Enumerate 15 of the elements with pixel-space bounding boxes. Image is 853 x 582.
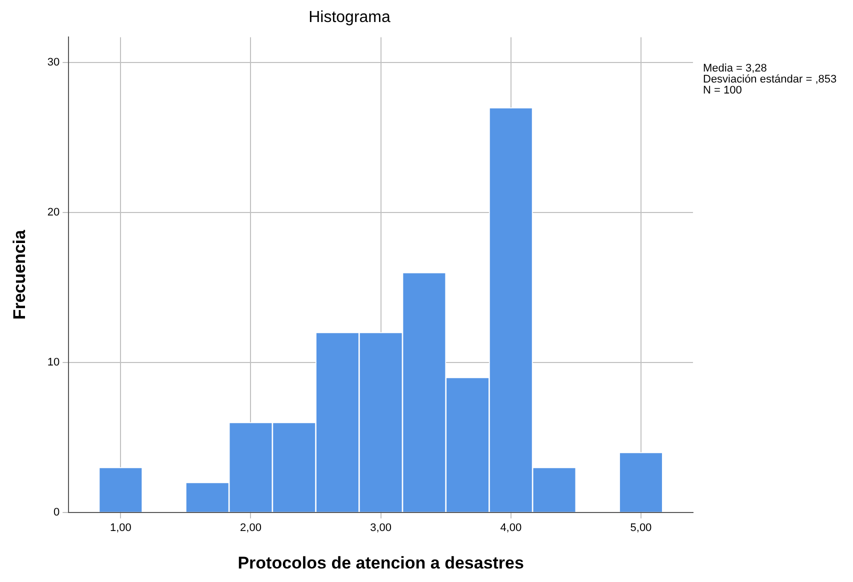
y-tick-label: 20 — [47, 206, 60, 219]
x-tick-label: 4,00 — [500, 522, 522, 534]
text: N = 100 — [703, 84, 742, 97]
text: Media = 3,28 — [703, 62, 767, 75]
x-tick-label: 2,00 — [240, 522, 262, 534]
text: Desviación estándar = ,853 — [703, 74, 837, 86]
x-tick-label: 3,00 — [370, 522, 392, 534]
y-tick-label: 10 — [47, 356, 60, 369]
y-tick-label: 0 — [54, 506, 60, 518]
x-axis-title: Protocolos de atencion a desastres — [238, 553, 524, 572]
x-tick-label: 1,00 — [110, 522, 132, 534]
chart-title: Histograma — [308, 9, 390, 26]
y-axis-title: Frecuencia — [10, 229, 29, 320]
x-tick-label: 5,00 — [630, 522, 652, 534]
y-tick-label: 30 — [47, 56, 60, 69]
